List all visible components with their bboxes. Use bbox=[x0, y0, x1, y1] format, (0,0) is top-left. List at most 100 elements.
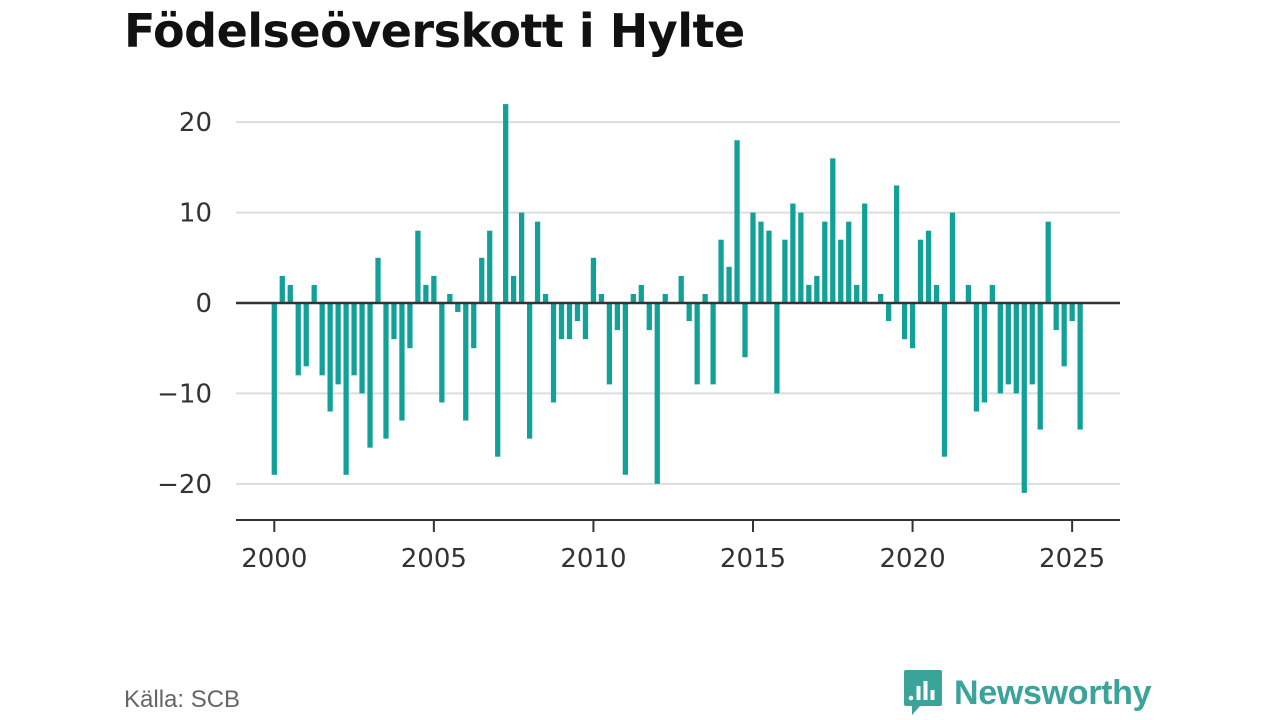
y-tick-label: −10 bbox=[157, 379, 212, 409]
x-axis-labels: 2000 2005 2010 2015 2020 2025 bbox=[241, 520, 1105, 574]
bar bbox=[1069, 303, 1075, 322]
bar bbox=[718, 239, 724, 303]
bar bbox=[997, 303, 1003, 394]
y-axis-labels: −20 −10 0 10 20 bbox=[157, 108, 212, 500]
bar bbox=[1053, 303, 1059, 331]
bar bbox=[782, 239, 788, 303]
bar bbox=[495, 303, 501, 457]
bar bbox=[487, 230, 493, 303]
bar bbox=[790, 203, 796, 303]
bar bbox=[463, 303, 469, 421]
bar bbox=[526, 303, 533, 439]
bar bbox=[391, 303, 397, 340]
bar bbox=[1013, 303, 1019, 394]
x-tick-label: 2015 bbox=[720, 544, 786, 574]
bar bbox=[750, 212, 756, 303]
bar bbox=[710, 303, 716, 385]
bar bbox=[822, 221, 828, 304]
bar bbox=[343, 303, 349, 475]
bar bbox=[989, 284, 995, 303]
bar bbox=[646, 303, 652, 331]
source-note: Källa: SCB bbox=[124, 686, 241, 713]
bar bbox=[479, 257, 485, 303]
bar bbox=[423, 284, 429, 303]
bar bbox=[279, 275, 285, 304]
y-tick-label: 20 bbox=[179, 108, 212, 138]
bar bbox=[311, 284, 317, 303]
bar bbox=[862, 203, 868, 303]
bar bbox=[846, 221, 852, 304]
bar bbox=[1061, 303, 1067, 367]
bar bbox=[534, 221, 541, 304]
bar bbox=[574, 303, 581, 322]
bar bbox=[1021, 303, 1027, 493]
bar bbox=[550, 303, 557, 403]
bar bbox=[558, 303, 565, 340]
bar bbox=[503, 104, 509, 303]
newsworthy-logo-icon bbox=[904, 670, 942, 715]
bar bbox=[415, 230, 421, 303]
bar bbox=[399, 303, 405, 421]
bar bbox=[933, 284, 940, 303]
bar bbox=[901, 303, 908, 340]
bar bbox=[798, 212, 804, 303]
y-tick-label: 10 bbox=[179, 199, 212, 229]
bar bbox=[726, 266, 732, 303]
x-tick-label: 2020 bbox=[879, 544, 945, 574]
bar bbox=[383, 303, 389, 439]
chart-title: Födelseöverskott i Hylte bbox=[124, 4, 745, 58]
bar bbox=[886, 303, 892, 322]
bar bbox=[806, 284, 812, 303]
gridlines bbox=[236, 121, 1120, 485]
bar bbox=[439, 303, 445, 403]
brand-logo[interactable]: Newsworthy bbox=[902, 668, 1152, 718]
bar bbox=[654, 303, 660, 484]
bars bbox=[271, 104, 1083, 493]
bar bbox=[622, 303, 628, 475]
bar bbox=[925, 230, 932, 303]
y-tick-label: 0 bbox=[195, 289, 212, 319]
bar bbox=[295, 303, 301, 376]
bar bbox=[606, 303, 613, 385]
bar bbox=[327, 303, 333, 412]
bar bbox=[407, 303, 413, 349]
bar bbox=[973, 303, 980, 412]
bar bbox=[981, 303, 988, 403]
bar bbox=[359, 303, 365, 394]
bar bbox=[742, 303, 748, 358]
bar bbox=[662, 293, 668, 303]
bar bbox=[335, 303, 341, 385]
bar bbox=[598, 293, 605, 303]
x-tick-label: 2025 bbox=[1039, 544, 1105, 574]
bar bbox=[814, 275, 820, 304]
bar bbox=[734, 140, 740, 303]
bar bbox=[351, 303, 357, 376]
bar bbox=[590, 257, 597, 303]
axes bbox=[236, 301, 1120, 521]
bar bbox=[566, 303, 573, 340]
bar bbox=[1037, 303, 1043, 430]
bar bbox=[638, 284, 644, 303]
bar bbox=[271, 303, 277, 475]
bar bbox=[614, 303, 620, 331]
bar bbox=[694, 303, 700, 385]
bar bbox=[758, 221, 764, 304]
bar bbox=[766, 230, 772, 303]
x-tick-label: 2005 bbox=[401, 544, 467, 574]
y-tick-label: −20 bbox=[157, 470, 212, 500]
bar bbox=[447, 293, 453, 303]
bar bbox=[1045, 221, 1051, 304]
bar bbox=[303, 303, 309, 367]
bar bbox=[830, 158, 836, 303]
bar bbox=[917, 239, 924, 303]
bar bbox=[367, 303, 373, 448]
bar bbox=[702, 293, 708, 303]
bar bbox=[455, 303, 461, 313]
bar bbox=[582, 303, 589, 340]
bar bbox=[511, 275, 517, 304]
bar bbox=[375, 257, 381, 303]
brand-name: Newsworthy bbox=[954, 673, 1152, 712]
x-tick-label: 2010 bbox=[560, 544, 626, 574]
bar bbox=[949, 212, 956, 303]
